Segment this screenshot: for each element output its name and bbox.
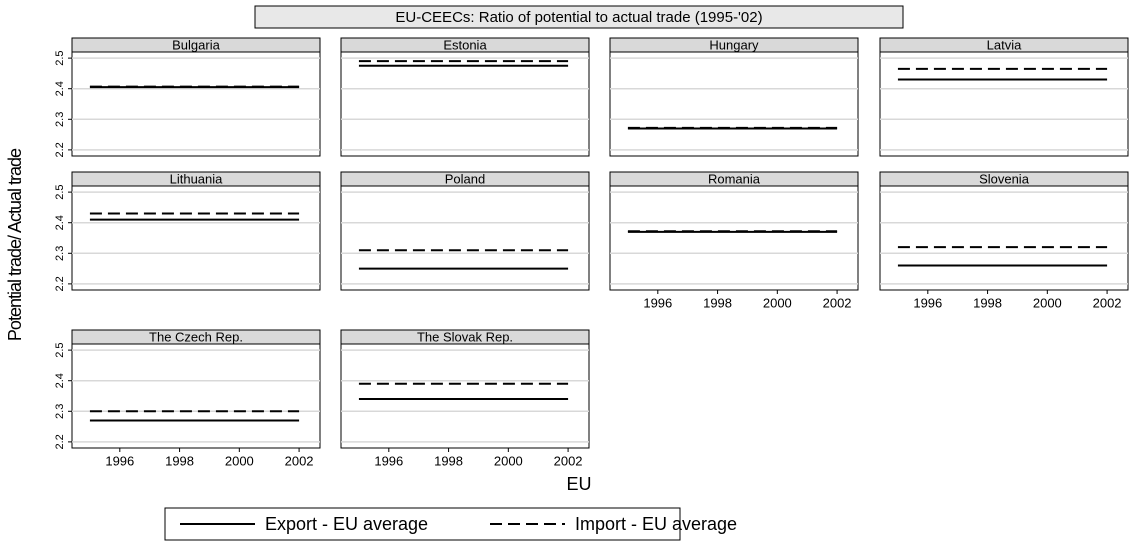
plot-area	[71, 185, 321, 291]
legend-label: Import - EU average	[575, 514, 737, 534]
x-tick-label: 1998	[434, 453, 463, 468]
chart-title: EU-CEECs: Ratio of potential to actual t…	[395, 9, 762, 26]
x-tick-label: 2002	[554, 453, 583, 468]
y-tick-label: 2.4	[54, 81, 66, 96]
plot-area	[340, 185, 590, 291]
panel-title: Latvia	[987, 37, 1022, 52]
legend-label: Export - EU average	[265, 514, 428, 534]
x-tick-label: 2002	[285, 453, 314, 468]
plot-area	[340, 51, 590, 157]
x-tick-label: 2002	[1093, 295, 1122, 310]
y-tick-label: 2.4	[54, 215, 66, 230]
x-tick-label: 2000	[225, 453, 254, 468]
x-tick-label: 1996	[913, 295, 942, 310]
x-tick-label: 1998	[703, 295, 732, 310]
title-box	[254, 5, 904, 29]
y-tick-label: 2.5	[54, 50, 66, 65]
panel-title: Bulgaria	[172, 37, 220, 52]
plot-area	[71, 51, 321, 157]
plot-area	[609, 185, 859, 291]
plot-area	[71, 343, 321, 449]
x-tick-label: 2002	[823, 295, 852, 310]
x-tick-label: 1996	[105, 453, 134, 468]
x-tick-label: 1996	[643, 295, 672, 310]
panel-title: Lithuania	[170, 171, 224, 186]
panel-title: The Slovak Rep.	[417, 329, 513, 344]
y-tick-label: 2.3	[54, 112, 66, 127]
y-tick-label: 2.2	[54, 276, 66, 291]
panel-title: Poland	[445, 171, 485, 186]
plot-area	[340, 343, 590, 449]
y-tick-label: 2.3	[54, 246, 66, 261]
x-tick-label: 2000	[1033, 295, 1062, 310]
plot-area	[879, 51, 1129, 157]
y-tick-label: 2.2	[54, 142, 66, 157]
panel-title: Romania	[708, 171, 761, 186]
y-tick-label: 2.5	[54, 342, 66, 357]
plot-area	[609, 51, 859, 157]
x-tick-label: 1998	[165, 453, 194, 468]
x-tick-label: 1998	[973, 295, 1002, 310]
x-tick-label: 1996	[374, 453, 403, 468]
y-tick-label: 2.4	[54, 373, 66, 388]
panel-title: Slovenia	[979, 171, 1030, 186]
x-tick-label: 2000	[763, 295, 792, 310]
plot-area	[879, 185, 1129, 291]
y-axis-label: Potential trade/ Actual trade	[5, 148, 25, 341]
y-tick-label: 2.2	[54, 434, 66, 449]
panel-title: Hungary	[709, 37, 759, 52]
x-axis-label: EU	[566, 474, 591, 494]
y-tick-label: 2.5	[54, 184, 66, 199]
panel-title: The Czech Rep.	[149, 329, 243, 344]
panel-title: Estonia	[443, 37, 487, 52]
y-tick-label: 2.3	[54, 404, 66, 419]
x-tick-label: 2000	[494, 453, 523, 468]
